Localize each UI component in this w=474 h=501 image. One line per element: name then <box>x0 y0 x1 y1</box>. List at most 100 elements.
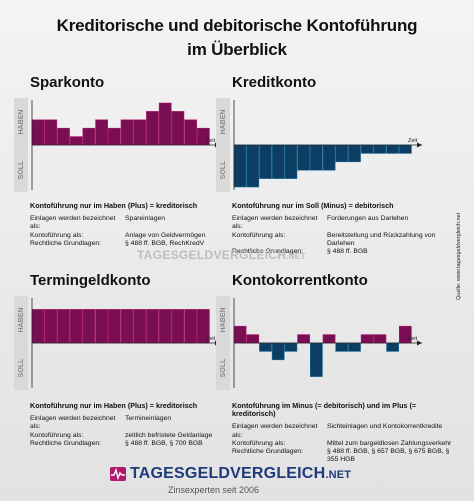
bar <box>146 111 159 146</box>
logo-name: TAGESGELDVERGLEICH.NET <box>130 465 351 483</box>
zeit-label: Zeit <box>408 138 418 144</box>
bar <box>271 342 285 361</box>
bar <box>373 334 387 344</box>
chart-svg: HABEN SOLL Zeit <box>14 98 220 192</box>
description-row: Einlagen werden bezeichnet als: Spareinla… <box>30 215 255 231</box>
chart-kreditkonto: HABEN SOLL Zeit <box>216 98 426 192</box>
row-key: Einlagen werden bezeichnet als: <box>30 415 116 431</box>
arrow-icon <box>417 142 422 148</box>
bar <box>120 309 134 344</box>
bar <box>171 309 185 344</box>
bar <box>360 334 374 344</box>
logo-net: .NET <box>325 469 352 481</box>
description-row: Einlagen werden bezeichnet als: Terminein… <box>30 415 255 431</box>
description-row: Rechtliche Grundlagen: § 488 ff. BGB, Rec… <box>30 240 255 248</box>
row-key: Einlagen werden bezeichnet als: <box>232 423 318 439</box>
soll-label: SOLL <box>220 358 227 377</box>
watermark: TAGESGELDVERGLEICH.NET <box>137 248 306 262</box>
bar <box>348 144 361 163</box>
bar <box>82 309 96 344</box>
soll-label: SOLL <box>18 160 25 179</box>
bar <box>297 334 310 344</box>
description-row: Rechtliche Grundlagen: § 488 ff. BGB <box>232 248 457 256</box>
row-value: § 488 ff. BGB, § 700 BGB <box>125 439 203 447</box>
panel-description: Kontoführung nur im Soll (Minus) = debit… <box>232 201 457 256</box>
bar <box>386 144 399 154</box>
row-value: Sichteinlagen und Kontokorrentkredite <box>327 423 443 431</box>
source-note: Quelle: www.tagesgeldvergleich.net <box>456 212 462 300</box>
bar <box>259 342 272 352</box>
row-key: Kontoführung als: <box>30 431 84 439</box>
bar <box>158 309 172 344</box>
row-key: Rechtliche Grundlagen: <box>232 248 304 256</box>
row-key: Kontoführung als: <box>232 439 286 447</box>
row-key: Einlagen werden bezeichnet als: <box>30 215 116 231</box>
bar <box>184 309 197 344</box>
chart-kontokorrentkonto: HABEN SOLL Zeit <box>216 296 426 390</box>
bar <box>158 102 172 146</box>
bar <box>335 342 349 352</box>
bar <box>297 144 310 171</box>
soll-label: SOLL <box>220 160 227 179</box>
label-band <box>14 98 28 192</box>
panel-description: Kontoführung nur im Haben (Plus) = kredi… <box>30 401 255 448</box>
row-value: § 488 ff. BGB, RechKredV <box>125 239 205 247</box>
description-head: Kontoführung nur im Haben (Plus) = kredi… <box>30 401 198 410</box>
row-key: Rechtliche Grundlagen: <box>232 448 304 456</box>
panel-title: Termingeldkonto <box>30 272 151 289</box>
bar <box>398 144 412 154</box>
bar <box>133 119 147 146</box>
bar <box>82 127 96 146</box>
zeit-label: Zeit <box>206 336 216 342</box>
row-value: § 488 ff. BGB, § 657 BGB, § 675 BGB, § 3… <box>327 448 450 464</box>
description-head: Kontoführung nur im Haben (Plus) = kredi… <box>30 201 198 210</box>
row-value: Termineinlagen <box>125 415 172 423</box>
bar <box>386 342 399 352</box>
row-value: Bereitstellung und Rückzahlung von Darle… <box>327 231 436 247</box>
bar <box>69 309 83 344</box>
row-key: Rechtliche Grundlagen: <box>30 239 102 247</box>
row-value: Forderungen aus Darlehen <box>327 215 409 223</box>
description-row: Einlagen werden bezeichnet als: Forderung… <box>232 215 457 231</box>
bar <box>348 342 361 352</box>
panel-title: Kreditkonto <box>232 74 317 91</box>
bar <box>309 342 323 377</box>
bar <box>95 309 108 344</box>
watermark-name: TAGESGELDVERGLEICH <box>137 248 287 262</box>
label-band <box>216 98 230 192</box>
bar <box>31 309 45 344</box>
bar <box>259 144 272 179</box>
bar <box>95 119 108 146</box>
chart-svg: HABEN SOLL Zeit <box>216 296 422 390</box>
bar <box>284 144 298 179</box>
bar <box>271 144 285 179</box>
bar <box>360 144 374 154</box>
haben-label: HABEN <box>220 308 227 333</box>
title-line-2: im Überblick <box>187 40 287 59</box>
description-row: Einlagen werden bezeichnet als: Sichteinl… <box>232 423 457 439</box>
logo-tagline: Zinsexperten seit 2006 <box>168 485 260 495</box>
description-row: Kontoführung als: zeitlich befristete Gel… <box>30 432 255 440</box>
bar <box>309 144 323 171</box>
row-key: Rechtliche Grundlagen: <box>30 439 102 447</box>
page-title: Kreditorische und debitorische Kontoführ… <box>0 14 474 62</box>
haben-label: HABEN <box>18 110 25 135</box>
row-value: Spareinlagen <box>125 215 166 223</box>
chart-svg: HABEN SOLL Zeit <box>14 296 220 390</box>
label-band <box>216 296 230 390</box>
pulse-icon <box>110 467 126 481</box>
bar <box>57 309 70 344</box>
bar <box>233 325 247 344</box>
bar <box>322 334 336 344</box>
logo-name-text: TAGESGELDVERGLEICH <box>130 465 326 482</box>
description-row: Kontoführung als: Mittel zum bargeldlosen… <box>232 440 457 448</box>
haben-label: HABEN <box>220 110 227 135</box>
zeit-label: Zeit <box>206 138 216 144</box>
bar <box>246 144 260 188</box>
description-row: Rechtliche Grundlagen: § 488 ff. BGB, § 6… <box>232 448 457 464</box>
bar <box>373 144 387 154</box>
description-row: Kontoführung als: Bereitstellung und Rück… <box>232 232 457 248</box>
arrow-icon <box>417 340 422 346</box>
brand-logo[interactable]: TAGESGELDVERGLEICH.NET Zinsexperten seit… <box>110 465 370 497</box>
bar <box>284 342 298 352</box>
